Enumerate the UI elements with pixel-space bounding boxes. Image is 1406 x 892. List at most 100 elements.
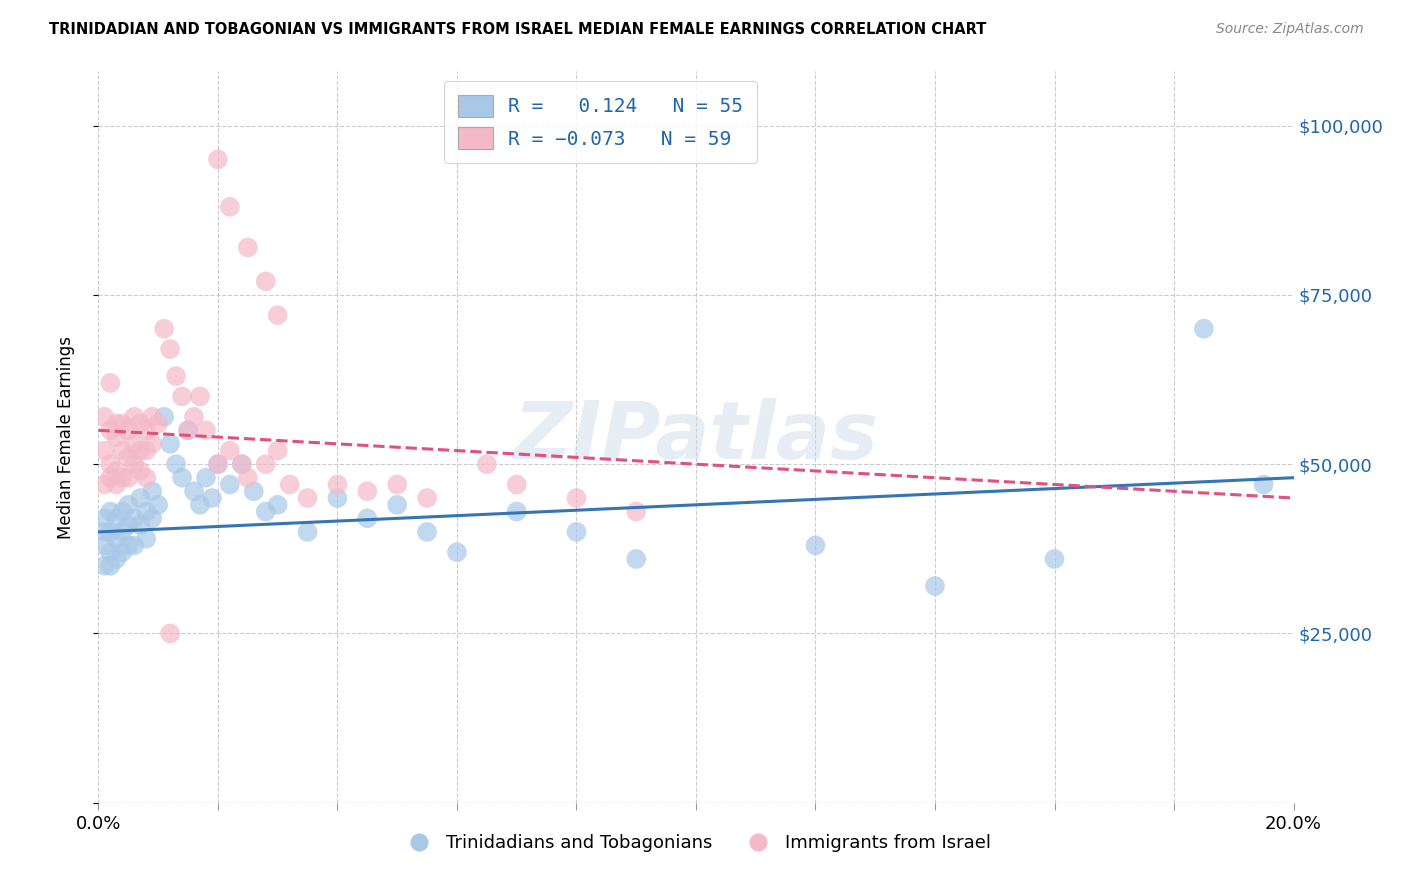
Point [195,423,218,437]
Point [188,498,211,512]
Point [356,511,378,525]
Point [124,457,146,471]
Point [219,477,242,491]
Point [135,471,157,485]
Point [111,505,134,519]
Point [129,518,152,533]
Point [267,498,290,512]
Point [385,498,409,512]
Point [93,443,115,458]
Point [105,417,128,431]
Y-axis label: Median Female Earnings: Median Female Earnings [56,335,75,539]
Point [506,477,529,491]
Point [153,322,176,336]
Point [183,484,205,499]
Point [243,484,266,499]
Point [135,423,157,437]
Point [141,511,163,525]
Point [565,524,588,539]
Point [924,579,946,593]
Point [111,443,134,458]
Point [219,443,242,458]
Point [207,457,229,471]
Point [98,423,122,437]
Point [177,423,200,437]
Point [188,389,211,403]
Point [111,471,134,485]
Point [105,552,128,566]
Point [626,505,648,519]
Point [183,409,205,424]
Point [129,417,152,431]
Point [219,200,242,214]
Point [93,477,115,491]
Point [93,511,115,525]
Point [111,524,134,539]
Point [236,240,259,254]
Text: Source: ZipAtlas.com: Source: ZipAtlas.com [1216,22,1364,37]
Text: ZIPatlas: ZIPatlas [513,398,879,476]
Point [105,464,128,478]
Point [159,437,181,451]
Point [416,524,439,539]
Point [416,491,439,505]
Point [117,498,139,512]
Point [135,505,157,519]
Point [626,552,648,566]
Point [172,389,194,403]
Point [153,409,176,424]
Point [117,538,139,552]
Point [231,457,253,471]
Text: TRINIDADIAN AND TOBAGONIAN VS IMMIGRANTS FROM ISRAEL MEDIAN FEMALE EARNINGS CORR: TRINIDADIAN AND TOBAGONIAN VS IMMIGRANTS… [49,22,987,37]
Point [231,457,253,471]
Point [124,511,146,525]
Point [117,423,139,437]
Point [267,443,290,458]
Point [326,477,349,491]
Point [236,471,259,485]
Point [98,471,122,485]
Point [267,308,290,322]
Point [129,464,152,478]
Point [385,477,409,491]
Point [117,471,139,485]
Point [326,491,349,505]
Point [98,376,122,390]
Point [129,491,152,505]
Point [159,626,181,640]
Point [165,369,187,384]
Point [165,457,187,471]
Point [565,491,588,505]
Point [124,437,146,451]
Point [111,545,134,559]
Point [148,498,170,512]
Point [98,545,122,559]
Point [506,505,529,519]
Point [475,457,498,471]
Point [105,511,128,525]
Point [117,518,139,533]
Point [148,417,170,431]
Point [141,437,163,451]
Point [111,417,134,431]
Point [93,409,115,424]
Point [98,558,122,573]
Point [98,457,122,471]
Point [446,545,468,559]
Point [254,505,277,519]
Point [207,457,229,471]
Point [93,524,115,539]
Point [93,538,115,552]
Point [207,153,229,167]
Point [254,274,277,288]
Point [804,538,827,552]
Point [124,409,146,424]
Point [117,450,139,465]
Point [201,491,224,505]
Point [356,484,378,499]
Point [98,505,122,519]
Point [195,471,218,485]
Point [172,471,194,485]
Point [1043,552,1066,566]
Point [297,491,319,505]
